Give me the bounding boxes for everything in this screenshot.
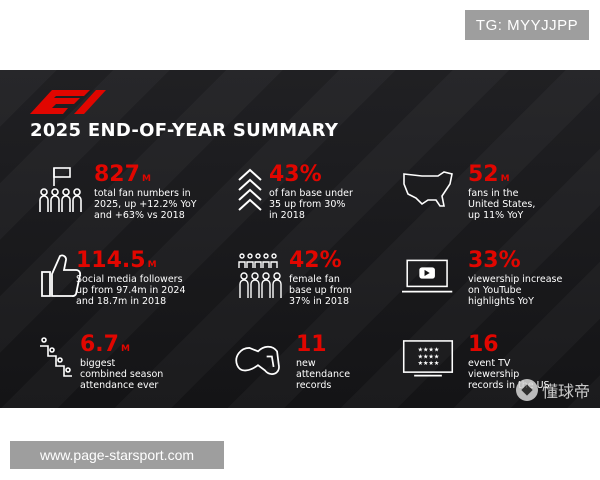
stat-value: 11 (296, 332, 327, 357)
stat-young-fans: 43% of fan base under 35 up from 30% in … (237, 162, 417, 236)
f1-logo (30, 90, 106, 114)
stat-social: 114.5 M Social media followers up from 97… (38, 248, 218, 322)
stat-value: 33% (468, 248, 521, 273)
headline: 2025 END-OF-YEAR SUMMARY (30, 120, 339, 141)
stat-desc: viewership increase on YouTube highlight… (468, 274, 563, 307)
stat-desc: of fan base under 35 up from 30% in 2018 (269, 188, 353, 221)
race-track-icon (235, 345, 280, 375)
svg-text:★★★★: ★★★★ (418, 353, 440, 360)
stairs-crowd-icon (40, 337, 72, 377)
youtube-laptop-icon (402, 259, 453, 293)
stat-value: 52 (468, 162, 499, 187)
stat-desc: new attendance records (296, 358, 351, 391)
stat-value: 114.5 (76, 248, 146, 273)
fans-flag-icon (39, 167, 82, 212)
stat-unit: M (120, 344, 130, 354)
stat-value: 827 (94, 162, 140, 187)
stat-attendance: 6.7 M biggest combined season attendance … (38, 332, 218, 406)
stat-desc: Social media followers up from 97.4m in … (76, 274, 186, 307)
svg-text:★★★★: ★★★★ (418, 346, 440, 353)
stat-value: 42% (289, 248, 342, 273)
stat-value: 6.7 (80, 332, 119, 357)
stat-unit: M (147, 260, 157, 270)
svg-text:★★★★: ★★★★ (418, 360, 440, 367)
stat-youtube: 33% viewership increase on YouTube highl… (402, 248, 582, 322)
stat-attendance-records: 11 new attendance records (232, 332, 412, 406)
stat-unit: M (141, 174, 151, 184)
stat-desc: total fan numbers in 2025, up +12.2% YoY… (94, 188, 197, 221)
stat-fans: 827 M total fan numbers in 2025, up +12.2… (38, 162, 218, 236)
summary-banner: 2025 END-OF-YEAR SUMMARY 827 M total fan … (0, 70, 600, 408)
stat-value: 16 (468, 332, 499, 357)
url-watermark: www.page-starsport.com (10, 441, 224, 469)
tv-stars-icon: ★★★★ ★★★★ ★★★★ (402, 340, 454, 377)
stat-desc: fans in the United States, up 11% YoY (468, 188, 536, 221)
thumbs-up-icon (41, 254, 81, 297)
stat-desc: biggest combined season attendance ever (80, 358, 164, 391)
stat-unit: M (500, 174, 510, 184)
stat-us-fans: 52 M fans in the United States, up 11% Yo… (402, 162, 582, 236)
usa-map-icon (403, 171, 453, 207)
crowd-icon (238, 253, 282, 298)
telegram-watermark: TG: MYYJJPP (465, 10, 589, 40)
corner-watermark-text: 懂球帝 (541, 384, 590, 401)
stat-value: 43% (269, 162, 322, 187)
stat-desc: female fan base up from 37% in 2018 (289, 274, 352, 307)
chevrons-up-icon (238, 168, 262, 211)
football-icon (515, 379, 538, 401)
corner-watermark: 懂球帝 (515, 378, 590, 402)
stat-female-fans: 42% female fan base up from 37% in 2018 (237, 248, 417, 322)
